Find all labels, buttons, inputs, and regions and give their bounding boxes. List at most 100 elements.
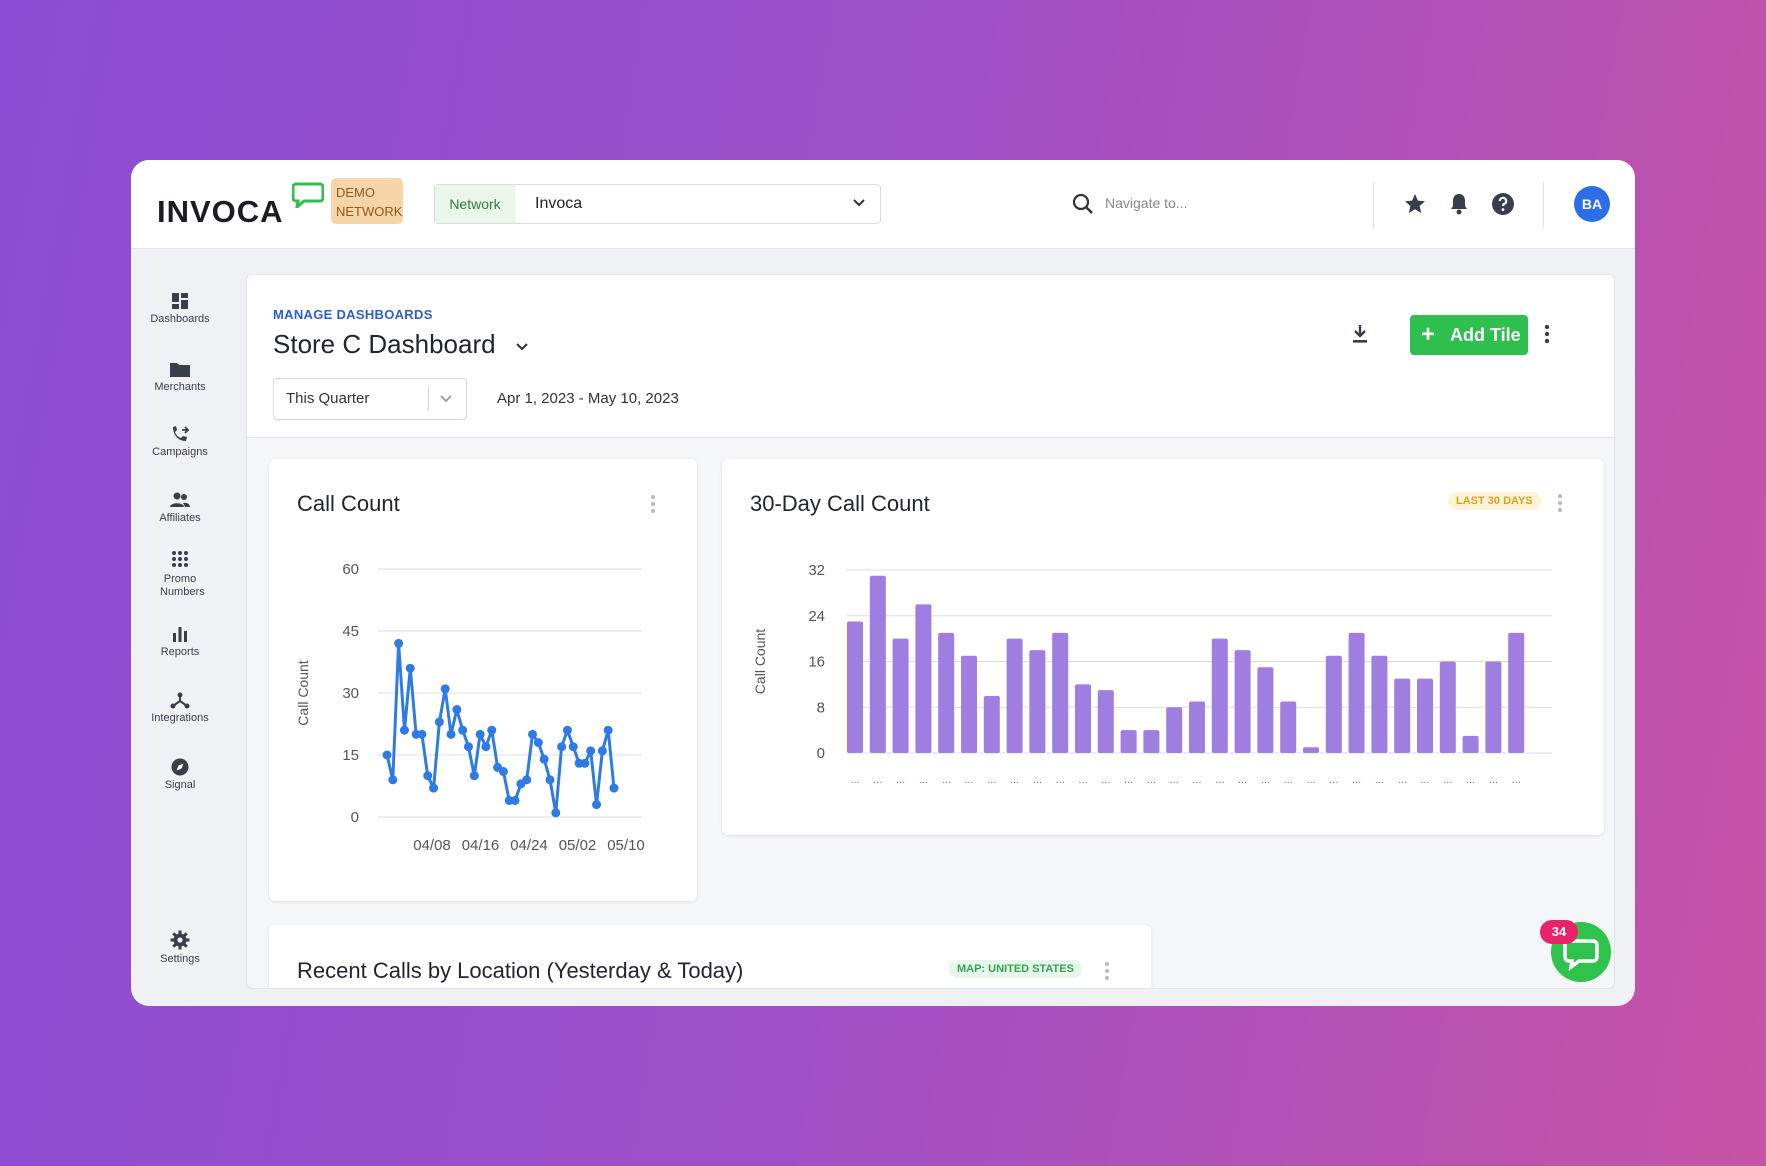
sidebar-item-integrations[interactable]: Integrations xyxy=(131,691,229,725)
bell-icon[interactable] xyxy=(1447,192,1471,216)
sidebar-item-campaigns[interactable]: Campaigns xyxy=(131,425,229,459)
divider xyxy=(1543,182,1544,228)
navigate-search[interactable]: Navigate to... xyxy=(1071,192,1291,216)
data-point xyxy=(522,775,532,785)
x-tick-label: ... xyxy=(1420,774,1429,786)
data-point xyxy=(382,750,392,760)
data-point xyxy=(475,729,485,739)
data-point xyxy=(440,684,450,694)
bar xyxy=(1211,638,1228,753)
x-tick-label: ... xyxy=(1466,774,1475,786)
download-icon[interactable] xyxy=(1350,323,1370,345)
bar xyxy=(1052,632,1069,753)
data-point xyxy=(481,742,491,752)
sidebar-item-merchants[interactable]: Merchants xyxy=(131,360,229,394)
chevron-down-icon xyxy=(853,199,865,207)
chevron-down-icon[interactable] xyxy=(515,342,529,352)
bar xyxy=(1189,701,1205,753)
bar xyxy=(1439,661,1456,753)
x-tick-label: ... xyxy=(1512,774,1521,786)
user-avatar[interactable]: BA xyxy=(1574,186,1610,222)
bar xyxy=(1371,655,1388,753)
bar xyxy=(1348,632,1365,753)
gear-icon xyxy=(170,930,190,950)
sidebar-item-label: Reports xyxy=(160,646,200,658)
x-tick-label: ... xyxy=(1329,774,1338,786)
bar xyxy=(1325,655,1342,753)
x-tick-label: ... xyxy=(1192,774,1201,786)
sidebar-item-reports[interactable]: Reports xyxy=(131,625,229,659)
sidebar: Dashboards Merchants Campaigns Affiliate… xyxy=(131,248,229,1006)
data-point xyxy=(557,742,567,752)
recent-calls-card: Recent Calls by Location (Yesterday & To… xyxy=(269,925,1151,988)
sidebar-item-affiliates[interactable]: Affiliates xyxy=(131,491,229,525)
compass-icon xyxy=(171,758,189,776)
x-tick-label: ... xyxy=(1375,774,1384,786)
unread-count-badge: 34 xyxy=(1540,920,1578,944)
sidebar-item-label: Settings xyxy=(160,953,200,965)
folder-icon xyxy=(170,363,190,377)
chevron-down-icon xyxy=(440,395,452,403)
y-tick-label: 30 xyxy=(342,685,359,702)
bar xyxy=(892,638,909,753)
y-tick-label: 8 xyxy=(817,699,825,716)
integrations-icon xyxy=(170,692,190,709)
star-icon[interactable] xyxy=(1403,192,1427,216)
data-point xyxy=(388,775,398,785)
more-options-icon[interactable] xyxy=(1104,961,1110,981)
data-point xyxy=(545,775,555,785)
main-content: MANAGE DASHBOARDS Store C Dashboard This… xyxy=(229,248,1635,1006)
data-point xyxy=(528,729,538,739)
sidebar-item-settings[interactable]: Settings xyxy=(131,930,229,966)
sidebar-item-signal[interactable]: Signal xyxy=(131,758,229,792)
more-options-icon[interactable] xyxy=(650,494,656,514)
sidebar-item-promo-numbers[interactable]: Promo Numbers xyxy=(131,550,229,599)
bar xyxy=(938,632,955,753)
divider xyxy=(428,387,429,411)
x-tick-label: ... xyxy=(1352,774,1361,786)
y-tick-label: 32 xyxy=(808,562,825,579)
invoca-logo[interactable]: INVOCA xyxy=(157,194,284,229)
x-tick-label: ... xyxy=(1443,774,1452,786)
x-tick-label: 04/08 xyxy=(413,837,451,854)
data-point xyxy=(603,725,613,735)
app-window: INVOCA DEMO NETWORK Network Invoca Navig… xyxy=(131,160,1635,1006)
x-tick-label: ... xyxy=(1261,774,1270,786)
x-tick-label: ... xyxy=(850,774,859,786)
demo-network-badge: DEMO NETWORK xyxy=(331,178,403,224)
sidebar-item-dashboards[interactable]: Dashboards xyxy=(131,292,229,326)
plus-icon: + xyxy=(1421,321,1436,348)
sidebar-item-label: Merchants xyxy=(154,381,206,393)
data-point xyxy=(562,725,572,735)
dashboard-title[interactable]: Store C Dashboard xyxy=(273,329,496,359)
data-point xyxy=(458,725,468,735)
card-title: Recent Calls by Location (Yesterday & To… xyxy=(297,958,744,983)
dashboard-header: MANAGE DASHBOARDS Store C Dashboard This… xyxy=(247,275,1614,438)
add-tile-button[interactable]: + Add Tile xyxy=(1410,315,1528,355)
divider xyxy=(1373,182,1374,228)
more-options-icon[interactable] xyxy=(1544,324,1550,344)
search-icon xyxy=(1072,193,1093,214)
period-select[interactable]: This Quarter xyxy=(273,378,467,420)
x-tick-label: ... xyxy=(1033,774,1042,786)
bar xyxy=(1303,747,1319,753)
network-label: Network xyxy=(435,185,515,223)
network-selector[interactable]: Network Invoca xyxy=(434,184,881,224)
more-options-icon[interactable] xyxy=(1557,493,1563,513)
bar xyxy=(1417,678,1433,753)
x-tick-label: 05/02 xyxy=(559,837,597,854)
x-tick-label: ... xyxy=(873,774,882,786)
data-point xyxy=(533,738,543,748)
date-range: Apr 1, 2023 - May 10, 2023 xyxy=(497,390,679,407)
call-count-card: Call Count 0 15 30 45 60 Call Count 04/08 04/16… xyxy=(269,459,697,901)
search-input[interactable]: Navigate to... xyxy=(1105,195,1188,211)
x-tick-label: 04/16 xyxy=(462,837,500,854)
help-icon[interactable] xyxy=(1491,192,1515,216)
card-title: 30-Day Call Count xyxy=(750,491,930,516)
y-tick-label: 0 xyxy=(817,745,825,762)
data-point xyxy=(592,800,602,810)
manage-dashboards-link[interactable]: MANAGE DASHBOARDS xyxy=(273,307,433,322)
data-point xyxy=(463,742,473,752)
data-point xyxy=(510,795,520,805)
series-line xyxy=(385,641,616,815)
